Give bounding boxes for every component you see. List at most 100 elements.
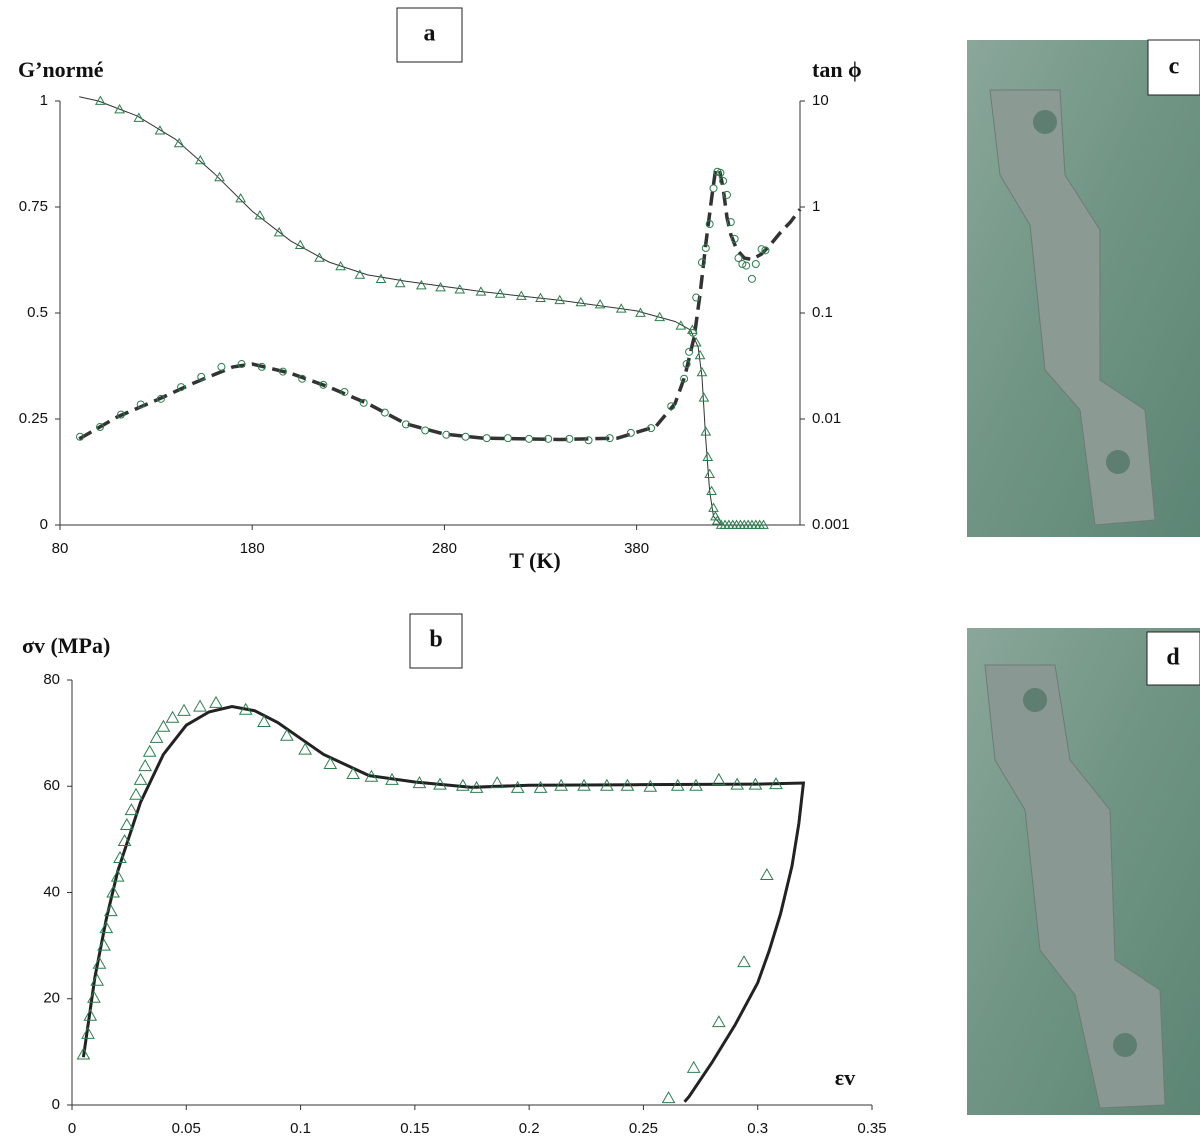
circle-marker	[757, 245, 766, 254]
triangle-marker	[643, 779, 658, 792]
y2-tick-label: 0.01	[812, 410, 841, 427]
x-axis-label: εv	[835, 1065, 855, 1090]
circle-marker	[682, 360, 691, 369]
circle-marker	[716, 168, 725, 177]
triangle-marker	[133, 112, 145, 122]
circle-marker	[461, 432, 470, 441]
circle-marker	[217, 362, 226, 371]
circle-marker	[298, 374, 307, 383]
triangle-marker	[759, 867, 774, 880]
circle-marker	[734, 254, 743, 263]
triangle-marker	[124, 803, 139, 816]
triangle-marker	[279, 728, 294, 741]
x-tick-label: 380	[624, 540, 649, 557]
triangle-marker	[257, 714, 271, 727]
circle-marker	[197, 372, 206, 381]
triangle-marker	[385, 772, 399, 785]
circle-marker	[709, 184, 718, 193]
y2-tick-label: 0.001	[812, 516, 850, 533]
triangle-marker	[490, 776, 505, 789]
triangle-marker	[696, 366, 708, 377]
circle-marker	[421, 426, 430, 435]
triangle-marker	[154, 125, 166, 135]
triangle-marker	[554, 294, 566, 305]
title-box	[396, 7, 463, 63]
triangle-marker	[577, 778, 591, 791]
triangle-marker	[87, 990, 101, 1003]
x-axis-label: T (K)	[509, 548, 561, 573]
triangle-marker	[103, 904, 118, 917]
title-box	[409, 613, 463, 669]
photo-label: d	[1166, 645, 1180, 671]
triangle-marker	[769, 777, 783, 790]
triangle-marker	[433, 777, 447, 790]
triangle-marker	[711, 1015, 726, 1028]
triangle-marker	[113, 850, 127, 863]
circle-marker	[685, 347, 694, 356]
triangle-marker	[110, 869, 125, 882]
specimen	[989, 89, 1156, 526]
circle-marker	[116, 410, 125, 419]
series-line	[78, 166, 802, 442]
triangle-marker	[748, 777, 763, 790]
triangle-marker	[515, 290, 527, 300]
y-tick-label: 0	[52, 1096, 60, 1113]
x-tick-label: 0.1	[290, 1120, 311, 1137]
circle-marker	[278, 367, 287, 376]
triangle-marker	[661, 1091, 676, 1104]
triangle-marker	[133, 772, 148, 785]
triangle-marker	[119, 818, 134, 831]
circle-marker	[726, 218, 735, 227]
triangle-marker	[689, 778, 703, 791]
x-tick-label: 0	[68, 1120, 76, 1137]
x-tick-label: 280	[432, 540, 457, 557]
chart: b σv (MPa) εv 0 20 40 60 80 0 0.05 0.1 0.15 0.2 0.25 0…	[22, 613, 887, 1137]
triangle-marker	[412, 776, 427, 789]
triangle-marker	[238, 702, 253, 715]
triangle-marker	[533, 780, 548, 793]
triangle-marker	[415, 279, 427, 290]
circle-marker	[751, 259, 760, 268]
x-tick-label: 0.3	[747, 1120, 768, 1137]
specimen-hole	[1023, 688, 1047, 712]
y-tick-label: 40	[43, 883, 60, 900]
triangle-marker	[177, 703, 191, 716]
triangle-marker	[346, 767, 361, 780]
y-tick-label: 0.25	[19, 410, 48, 427]
circle-marker	[401, 420, 410, 429]
triangle-marker	[97, 938, 111, 951]
photo-c: c	[967, 39, 1200, 537]
triangle-marker	[335, 260, 346, 271]
x-tick-label: 0.25	[629, 1120, 658, 1137]
circle-marker	[605, 434, 614, 443]
y-tick-label: 60	[43, 777, 60, 794]
circle-marker	[667, 402, 676, 411]
triangle-marker	[81, 1026, 95, 1039]
circle-marker	[722, 190, 731, 199]
circle-marker	[565, 434, 574, 443]
triangle-marker	[702, 451, 714, 462]
circle-marker	[730, 234, 739, 243]
triangle-marker	[193, 699, 207, 712]
circle-marker	[177, 383, 186, 392]
photo-d: d	[967, 628, 1200, 1115]
circle-marker	[136, 400, 145, 409]
triangle-marker	[114, 103, 125, 114]
triangle-marker	[575, 296, 587, 307]
circle-marker	[584, 436, 593, 445]
x-tick-label: 80	[52, 540, 69, 557]
triangle-marker	[90, 973, 105, 986]
circle-marker	[680, 374, 689, 383]
circle-marker	[719, 176, 728, 185]
triangle-marker	[156, 719, 171, 732]
triangle-marker	[194, 154, 206, 165]
x-tick-label: 180	[240, 540, 265, 557]
triangle-marker	[138, 759, 153, 772]
circle-marker	[75, 432, 84, 441]
circle-marker	[692, 293, 701, 302]
triangle-marker	[615, 303, 627, 313]
triangle-marker	[594, 299, 606, 309]
triangle-marker	[214, 171, 225, 182]
triangle-marker	[235, 193, 247, 203]
